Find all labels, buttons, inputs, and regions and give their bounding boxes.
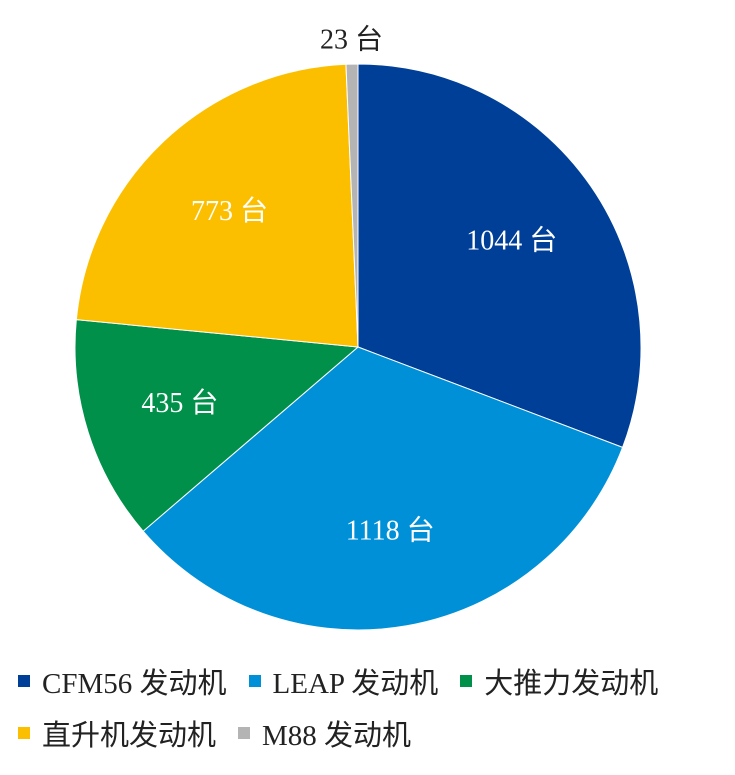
pie-plot-area: 1044 台 1118 台 435 台 773 台 23 台 [74,24,642,631]
legend-item: 直升机发动机 [18,712,216,754]
pie-slice [75,63,359,348]
legend-label: 直升机发动机 [42,720,217,752]
legend-label: M88 发动机 [262,720,412,752]
legend-label: CFM56 发动机 [42,668,227,700]
pie-slice [345,63,359,348]
slice-data-label: 435 台 [141,387,218,419]
legend-swatch [18,675,30,687]
slice-data-label: 773 台 [191,195,268,227]
legend-item: M88 发动机 [238,712,411,754]
pie-slice [74,319,360,532]
slice-data-label: 1044 台 [466,224,557,256]
pie-slices [74,63,642,631]
legend-swatch [238,727,251,739]
pie-slice [142,346,624,631]
legend-row: 直升机发动机 M88 发动机 [18,712,433,754]
legend-label: LEAP 发动机 [272,668,439,700]
slice-data-label: 1118 台 [346,514,435,546]
legend-item: CFM56 发动机 [18,660,227,702]
slice-data-label: 23 台 [320,24,383,56]
legend-row: CFM56 发动机 LEAP 发动机 大推力发动机 [18,660,680,702]
legend-swatch [18,727,30,739]
pie-slice [357,63,642,448]
legend-swatch [248,675,261,687]
legend-item: LEAP 发动机 [248,660,439,702]
pie-labels: 1044 台 1118 台 435 台 773 台 23 台 [141,24,557,547]
legend-item: 大推力发动机 [460,660,658,702]
legend-swatch [460,675,473,687]
legend-label: 大推力发动机 [484,668,659,700]
